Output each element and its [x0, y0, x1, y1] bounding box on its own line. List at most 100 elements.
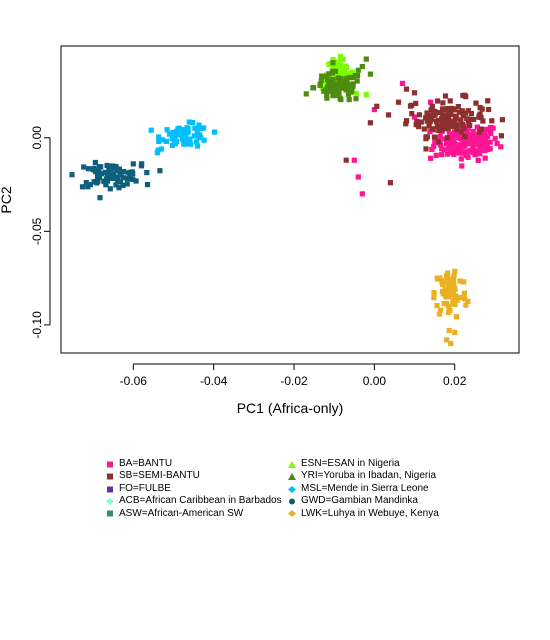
data-point: [458, 117, 464, 123]
data-point: [91, 179, 97, 185]
data-point: [428, 155, 434, 161]
data-point: [424, 134, 430, 140]
data-point: [334, 83, 340, 89]
data-point: [414, 118, 420, 125]
data-point: [183, 136, 189, 143]
points-layer: [69, 54, 505, 347]
data-point: [448, 111, 454, 118]
data-point: [101, 178, 107, 184]
data-point: [451, 142, 457, 148]
data-point: [363, 56, 369, 62]
data-point: [199, 125, 205, 131]
data-point: [196, 122, 202, 128]
x-tick-label: 0.02: [443, 374, 467, 388]
data-point: [453, 113, 459, 119]
data-point: [423, 115, 429, 121]
data-point: [485, 98, 491, 104]
data-point: [359, 191, 365, 197]
data-point: [484, 141, 490, 147]
data-point: [326, 71, 332, 77]
series-sb: [343, 86, 505, 186]
data-point: [212, 129, 218, 135]
data-point: [454, 135, 460, 141]
data-point: [424, 110, 430, 116]
data-point: [442, 286, 448, 292]
data-point: [103, 182, 109, 188]
data-point: [444, 274, 451, 280]
data-point: [498, 133, 504, 139]
data-point: [436, 139, 442, 145]
legend-item: MSL=Mende in Sierra Leone: [286, 483, 474, 495]
data-point: [341, 74, 347, 80]
data-point: [338, 76, 344, 82]
data-point: [465, 108, 471, 114]
data-point: [92, 159, 98, 166]
data-point: [429, 103, 435, 109]
data-point: [192, 125, 198, 131]
data-point: [438, 307, 444, 313]
data-point: [411, 90, 418, 96]
data-point: [330, 60, 336, 66]
data-point: [465, 154, 471, 160]
data-point: [478, 126, 484, 132]
data-point: [330, 93, 336, 99]
data-point: [103, 176, 110, 182]
data-point: [186, 119, 192, 125]
data-point: [431, 290, 437, 296]
legend-label: ESN=ESAN in Nigeria: [301, 458, 400, 469]
data-point: [130, 161, 136, 167]
plot-frame: [60, 45, 520, 354]
data-point: [435, 276, 441, 282]
data-point: [194, 139, 200, 145]
data-point: [90, 167, 96, 173]
legend-item: ACB=African Caribbean in Barbados: [104, 495, 286, 507]
x-tick-label: -0.02: [280, 374, 308, 388]
data-point: [174, 132, 180, 138]
data-point: [109, 163, 115, 169]
data-point: [487, 130, 493, 136]
data-point: [439, 126, 445, 133]
data-point: [436, 311, 442, 317]
data-point: [440, 100, 446, 106]
data-point: [337, 78, 343, 84]
data-point: [427, 128, 433, 135]
data-point: [117, 170, 123, 176]
data-point: [499, 117, 505, 123]
legend-label: ACB=African Caribbean in Barbados: [119, 495, 282, 507]
data-point: [336, 90, 342, 96]
data-point: [371, 107, 377, 113]
data-point: [439, 152, 445, 158]
data-point: [96, 167, 102, 173]
data-point: [461, 279, 467, 285]
x-tick-label: -0.04: [200, 374, 228, 388]
data-point: [452, 329, 458, 335]
data-point: [481, 144, 487, 150]
data-point: [108, 169, 114, 175]
x-tick-label: 0.00: [363, 374, 387, 388]
data-point: [111, 175, 117, 181]
data-point: [335, 75, 341, 81]
data-point: [459, 163, 465, 169]
data-point: [337, 54, 343, 60]
data-point: [106, 175, 112, 181]
data-point: [169, 135, 175, 141]
data-point: [354, 78, 360, 84]
data-point: [448, 341, 454, 347]
data-point: [331, 87, 337, 93]
data-point: [198, 134, 204, 141]
data-point: [446, 293, 452, 299]
legend-label: GWD=Gambian Mandinka: [301, 495, 418, 507]
data-point: [439, 106, 446, 112]
data-point: [445, 126, 451, 132]
data-point: [326, 87, 332, 93]
data-point: [471, 116, 477, 122]
data-point: [85, 184, 91, 190]
data-point: [166, 131, 172, 137]
data-point: [474, 139, 480, 145]
data-point: [432, 108, 438, 114]
series-gwd: [69, 159, 163, 201]
data-point: [120, 175, 126, 181]
data-point: [423, 146, 429, 152]
data-point: [113, 182, 119, 188]
